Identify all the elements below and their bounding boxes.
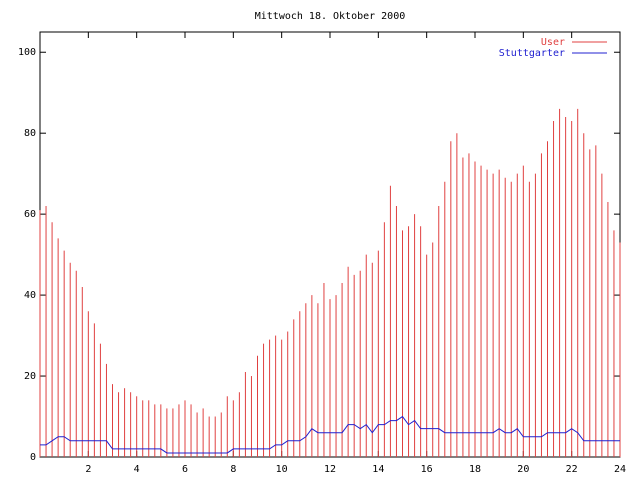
x-tick-label: 20 (517, 464, 529, 475)
x-tick-label: 18 (469, 464, 481, 475)
y-tick-label: 80 (24, 128, 36, 139)
y-tick-label: 100 (18, 47, 36, 58)
x-tick-label: 10 (276, 464, 288, 475)
line (40, 415, 620, 454)
legend-label: Stuttgarter (499, 48, 565, 59)
y-tick-label: 20 (24, 371, 36, 382)
x-tick-label: 8 (230, 464, 236, 475)
x-tick-label: 4 (134, 464, 140, 475)
x-tick-label: 12 (324, 464, 336, 475)
y-tick-label: 60 (24, 209, 36, 220)
x-tick-label: 24 (614, 464, 626, 475)
legend-label: User (541, 37, 565, 48)
y-tick-label: 40 (24, 290, 36, 301)
x-tick-label: 14 (372, 464, 384, 475)
x-tick-label: 6 (182, 464, 188, 475)
x-tick-label: 22 (566, 464, 578, 475)
y-tick-label: 0 (30, 452, 36, 463)
x-tick-label: 16 (421, 464, 433, 475)
x-tick-label: 2 (85, 464, 91, 475)
chart-title: Mittwoch 18. Oktober 2000 (255, 11, 406, 22)
